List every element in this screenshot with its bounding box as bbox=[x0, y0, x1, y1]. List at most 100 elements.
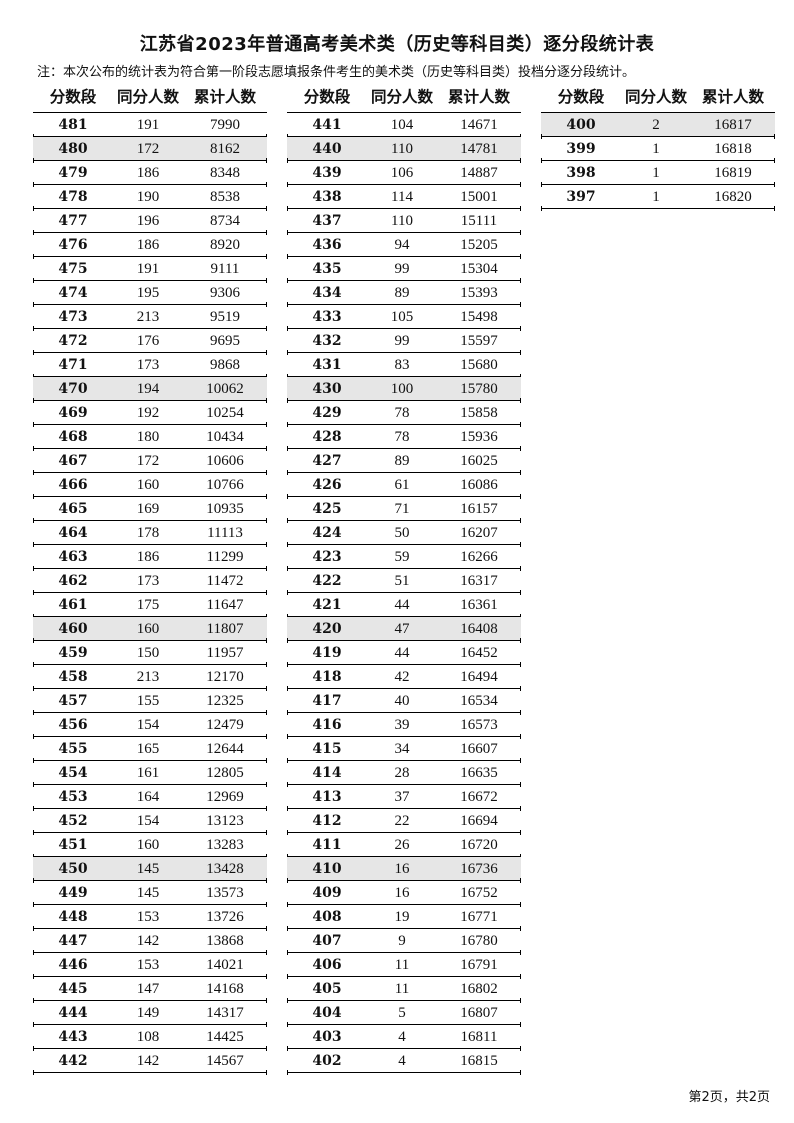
cumulative-count-cell: 16361 bbox=[460, 597, 498, 613]
table-row: 404 5 16807 bbox=[287, 1001, 521, 1027]
same-score-count-cell: 99 bbox=[394, 333, 410, 349]
same-score-count-cell: 16 bbox=[394, 885, 410, 901]
same-score-count-cell: 83 bbox=[394, 357, 410, 373]
table-row: 437 110 15111 bbox=[287, 209, 521, 235]
cumulative-count-cell: 16672 bbox=[460, 789, 498, 805]
score-cell: 447 bbox=[58, 933, 88, 949]
same-score-count-cell: 100 bbox=[390, 381, 414, 397]
score-cell: 469 bbox=[58, 405, 88, 421]
cumulative-count-cell: 16820 bbox=[714, 189, 752, 205]
table-row: 471 173 9868 bbox=[33, 353, 267, 379]
table-row: 410 16 16736 bbox=[287, 857, 521, 883]
table-row: 407 9 16780 bbox=[287, 929, 521, 955]
cumulative-count-cell: 15680 bbox=[460, 357, 498, 373]
same-score-count-cell: 19 bbox=[394, 909, 410, 925]
table-row: 416 39 16573 bbox=[287, 713, 521, 739]
header-cumulative-count: 累计人数 bbox=[447, 88, 510, 106]
table-row: 397 1 16820 bbox=[541, 185, 775, 211]
score-cell: 410 bbox=[312, 861, 342, 877]
header-score: 分数段 bbox=[557, 88, 605, 106]
cumulative-count-cell: 9695 bbox=[210, 333, 240, 349]
cumulative-count-cell: 16791 bbox=[460, 957, 498, 973]
score-cell: 440 bbox=[312, 141, 342, 157]
same-score-count-cell: 145 bbox=[136, 885, 160, 901]
score-cell: 453 bbox=[58, 789, 88, 805]
cumulative-count-cell: 16819 bbox=[714, 165, 752, 181]
table-row: 431 83 15680 bbox=[287, 353, 521, 379]
same-score-count-cell: 160 bbox=[136, 477, 160, 493]
score-cell: 411 bbox=[312, 837, 342, 853]
same-score-count-cell: 34 bbox=[394, 741, 410, 757]
cumulative-count-cell: 16452 bbox=[460, 645, 498, 661]
header-cumulative-count: 累计人数 bbox=[701, 88, 764, 106]
cumulative-count-cell: 14671 bbox=[460, 117, 498, 133]
score-cell: 480 bbox=[58, 141, 88, 157]
table-row: 474 195 9306 bbox=[33, 281, 267, 307]
cumulative-count-cell: 9306 bbox=[210, 285, 240, 301]
same-score-count-cell: 149 bbox=[136, 1005, 160, 1021]
cumulative-count-cell: 16771 bbox=[460, 909, 498, 925]
same-score-count-cell: 165 bbox=[136, 741, 160, 757]
cumulative-count-cell: 14425 bbox=[206, 1029, 244, 1045]
cumulative-count-cell: 15936 bbox=[460, 429, 498, 445]
same-score-count-cell: 161 bbox=[136, 765, 160, 781]
same-score-count-cell: 108 bbox=[136, 1029, 160, 1045]
table-row: 457 155 12325 bbox=[33, 689, 267, 715]
table-header: 分数段 同分人数 累计人数 bbox=[33, 84, 267, 113]
same-score-count-cell: 173 bbox=[136, 573, 160, 589]
same-score-count-cell: 47 bbox=[394, 621, 410, 637]
cumulative-count-cell: 16266 bbox=[460, 549, 498, 565]
header-cumulative-count: 累计人数 bbox=[193, 88, 256, 106]
same-score-count-cell: 172 bbox=[136, 141, 160, 157]
same-score-count-cell: 94 bbox=[394, 237, 410, 253]
same-score-count-cell: 22 bbox=[394, 813, 410, 829]
same-score-count-cell: 11 bbox=[394, 981, 410, 997]
same-score-count-cell: 110 bbox=[391, 213, 413, 229]
table-row: 402 4 16815 bbox=[287, 1049, 521, 1075]
score-cell: 470 bbox=[58, 381, 88, 397]
score-cell: 481 bbox=[58, 117, 88, 133]
table-row: 444 149 14317 bbox=[33, 1001, 267, 1027]
score-cell: 461 bbox=[58, 597, 88, 613]
same-score-count-cell: 1 bbox=[652, 165, 660, 181]
table-row: 479 186 8348 bbox=[33, 161, 267, 187]
score-cell: 436 bbox=[312, 237, 342, 253]
cumulative-count-cell: 8920 bbox=[210, 237, 240, 253]
cumulative-count-cell: 14317 bbox=[206, 1005, 244, 1021]
table-header: 分数段 同分人数 累计人数 bbox=[287, 84, 521, 113]
score-cell: 473 bbox=[58, 309, 88, 325]
same-score-count-cell: 78 bbox=[394, 405, 410, 421]
same-score-count-cell: 153 bbox=[136, 909, 160, 925]
table-row: 456 154 12479 bbox=[33, 713, 267, 739]
same-score-count-cell: 78 bbox=[394, 429, 410, 445]
score-cell: 448 bbox=[58, 909, 88, 925]
same-score-count-cell: 196 bbox=[136, 213, 160, 229]
table-note: 注：本次公布的统计表为符合第一阶段志愿填报条件考生的美术类（历史等科目类）投档分… bbox=[37, 65, 636, 80]
cumulative-count-cell: 15858 bbox=[460, 405, 498, 421]
score-cell: 434 bbox=[312, 285, 342, 301]
cumulative-count-cell: 16494 bbox=[460, 669, 498, 685]
same-score-count-cell: 173 bbox=[136, 357, 160, 373]
cumulative-count-cell: 11807 bbox=[206, 621, 244, 637]
same-score-count-cell: 164 bbox=[136, 789, 160, 805]
table-row: 415 34 16607 bbox=[287, 737, 521, 763]
cumulative-count-cell: 15597 bbox=[460, 333, 498, 349]
table-row: 461 175 11647 bbox=[33, 593, 267, 619]
score-cell: 415 bbox=[312, 741, 342, 757]
same-score-count-cell: 114 bbox=[391, 189, 413, 205]
cumulative-count-cell: 12805 bbox=[206, 765, 244, 781]
table-row: 478 190 8538 bbox=[33, 185, 267, 211]
score-cell: 403 bbox=[312, 1029, 342, 1045]
table-row: 405 11 16802 bbox=[287, 977, 521, 1003]
cumulative-count-cell: 9868 bbox=[210, 357, 240, 373]
table-row: 417 40 16534 bbox=[287, 689, 521, 715]
cumulative-count-cell: 14887 bbox=[460, 165, 498, 181]
score-cell: 478 bbox=[58, 189, 88, 205]
score-cell: 412 bbox=[312, 813, 342, 829]
score-cell: 426 bbox=[312, 477, 342, 493]
score-cell: 442 bbox=[58, 1053, 88, 1069]
same-score-count-cell: 50 bbox=[394, 525, 410, 541]
score-cell: 475 bbox=[58, 261, 88, 277]
same-score-count-cell: 195 bbox=[136, 285, 160, 301]
same-score-count-cell: 39 bbox=[394, 717, 410, 733]
